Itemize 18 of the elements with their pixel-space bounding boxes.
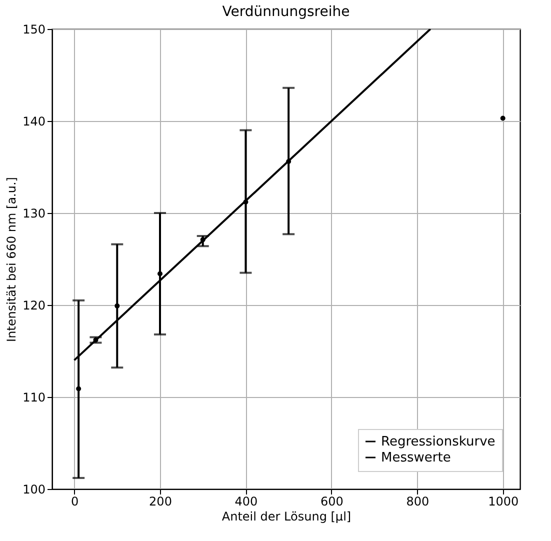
x-tick-label: 200 xyxy=(149,494,172,508)
y-tick-label: 110 xyxy=(22,390,46,404)
y-tick-label: 100 xyxy=(22,482,46,496)
point xyxy=(500,116,506,121)
y-axis-title: Intensität bei 660 nm [a.u.] xyxy=(4,177,19,342)
x-tick-label: 800 xyxy=(406,494,430,508)
y-tick-label: 120 xyxy=(22,298,46,312)
chart-title: Verdünnungsreihe xyxy=(222,4,350,20)
legend-label: Regressionskurve xyxy=(381,434,496,450)
x-tick-label: 1000 xyxy=(488,494,519,508)
y-tick-label: 140 xyxy=(22,114,46,128)
y-tick-label: 150 xyxy=(22,22,46,36)
x-tick-label: 0 xyxy=(70,494,79,508)
x-axis-title: Anteil der Lösung [µl] xyxy=(222,510,352,524)
y-tick-label: 130 xyxy=(22,206,46,220)
legend-label: Messwerte xyxy=(381,450,451,466)
x-tick-label: 400 xyxy=(234,494,258,508)
x-tick-label: 600 xyxy=(320,494,344,508)
